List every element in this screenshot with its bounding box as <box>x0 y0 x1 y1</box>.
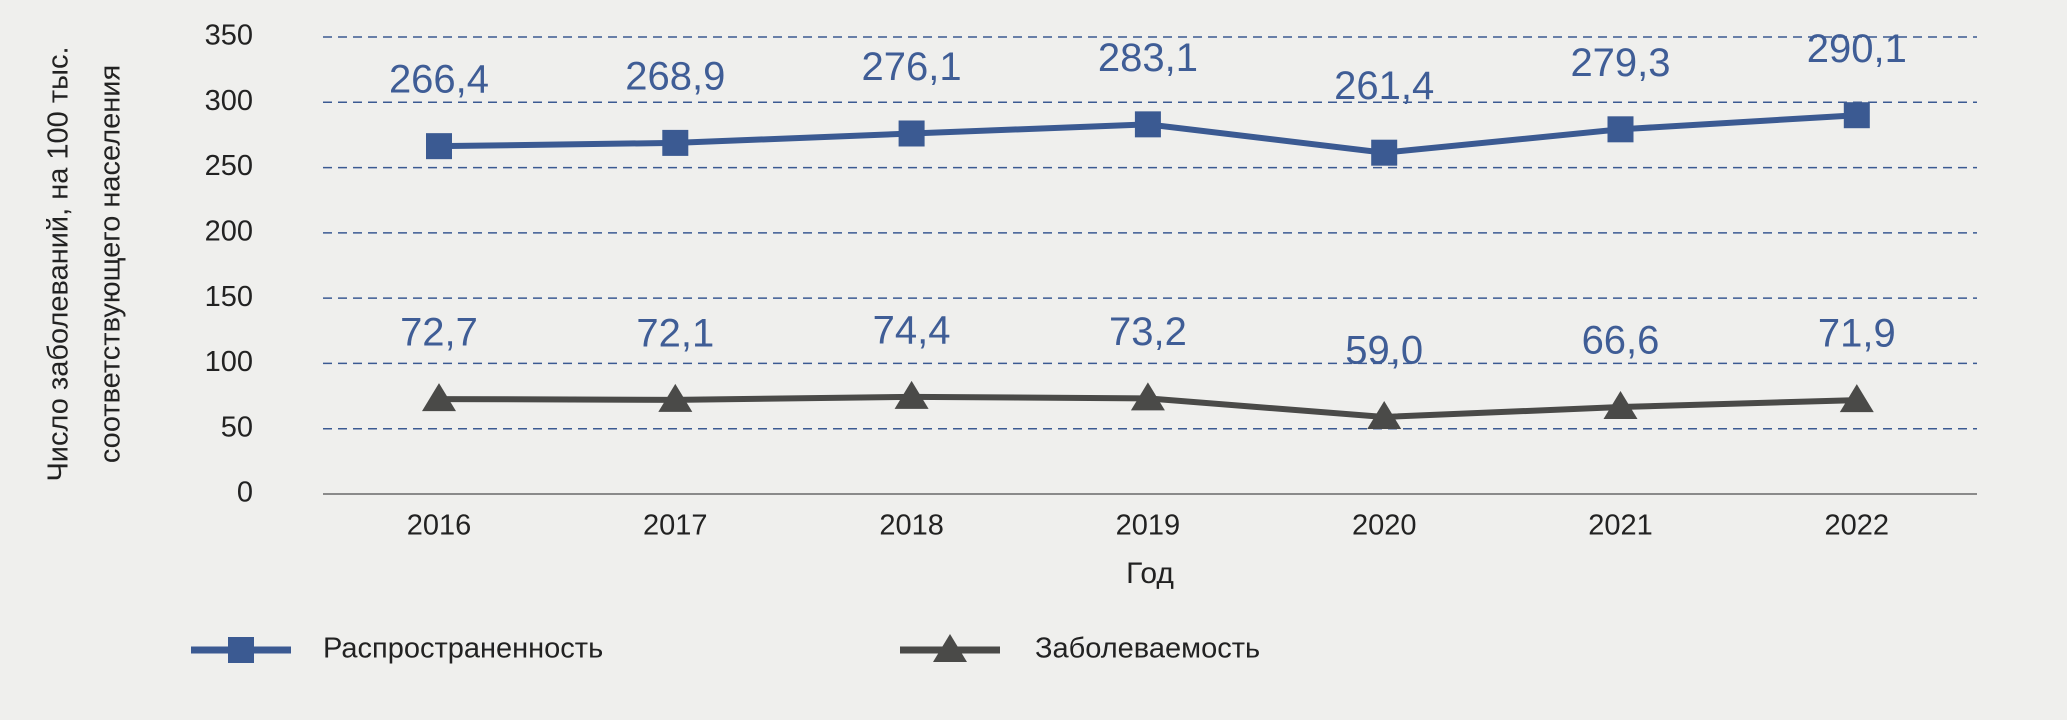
data-point <box>422 383 456 412</box>
data-point <box>1603 391 1638 420</box>
x-tick-label: 2019 <box>1116 510 1181 542</box>
data-point <box>894 380 929 409</box>
legend-marker <box>933 634 967 662</box>
x-tick-label: 2017 <box>643 510 708 542</box>
value-label: 266,4 <box>389 58 489 102</box>
y-tick-label: 50 <box>221 411 253 443</box>
value-label: 261,4 <box>1334 64 1434 108</box>
value-label: 74,4 <box>873 308 951 352</box>
data-point <box>1371 139 1398 166</box>
legend-label: Распространенность <box>323 633 603 665</box>
data-point <box>1134 111 1161 138</box>
y-axis-label: Число заболеваний, на 100 тыс. <box>43 46 75 481</box>
value-label: 276,1 <box>862 45 962 89</box>
value-label: 268,9 <box>625 54 725 98</box>
value-label: 279,3 <box>1570 41 1670 85</box>
legend-marker <box>228 637 254 663</box>
value-label: 73,2 <box>1109 310 1187 354</box>
data-point <box>898 120 925 147</box>
x-axis-label: Год <box>1126 557 1174 590</box>
value-label: 290,1 <box>1807 27 1907 71</box>
value-label: 71,9 <box>1818 312 1896 356</box>
y-tick-label: 100 <box>205 346 253 378</box>
value-label: 72,7 <box>400 311 478 355</box>
value-label: 283,1 <box>1098 36 1198 80</box>
value-label: 59,0 <box>1345 329 1423 373</box>
data-point <box>1843 102 1870 129</box>
y-tick-label: 350 <box>205 20 253 52</box>
data-point <box>426 133 452 160</box>
data-point <box>1607 116 1634 143</box>
y-tick-label: 0 <box>237 477 253 509</box>
y-axis-label: соответствующего населения <box>95 65 127 463</box>
data-point <box>662 129 689 156</box>
y-tick-label: 200 <box>205 216 253 248</box>
value-label: 66,6 <box>1582 319 1660 363</box>
x-tick-label: 2018 <box>879 510 944 542</box>
data-point <box>1130 382 1165 411</box>
y-tick-label: 250 <box>205 150 253 182</box>
x-tick-label: 2022 <box>1825 510 1890 542</box>
data-point <box>1367 400 1402 429</box>
y-tick-label: 150 <box>205 281 253 313</box>
value-label: 72,1 <box>636 311 714 355</box>
x-tick-label: 2016 <box>407 510 472 542</box>
data-point <box>1839 384 1874 413</box>
legend-label: Заболеваемость <box>1035 633 1260 665</box>
x-tick-label: 2020 <box>1352 510 1417 542</box>
x-tick-label: 2021 <box>1588 510 1653 542</box>
data-point <box>658 383 693 412</box>
y-tick-label: 300 <box>205 85 253 117</box>
